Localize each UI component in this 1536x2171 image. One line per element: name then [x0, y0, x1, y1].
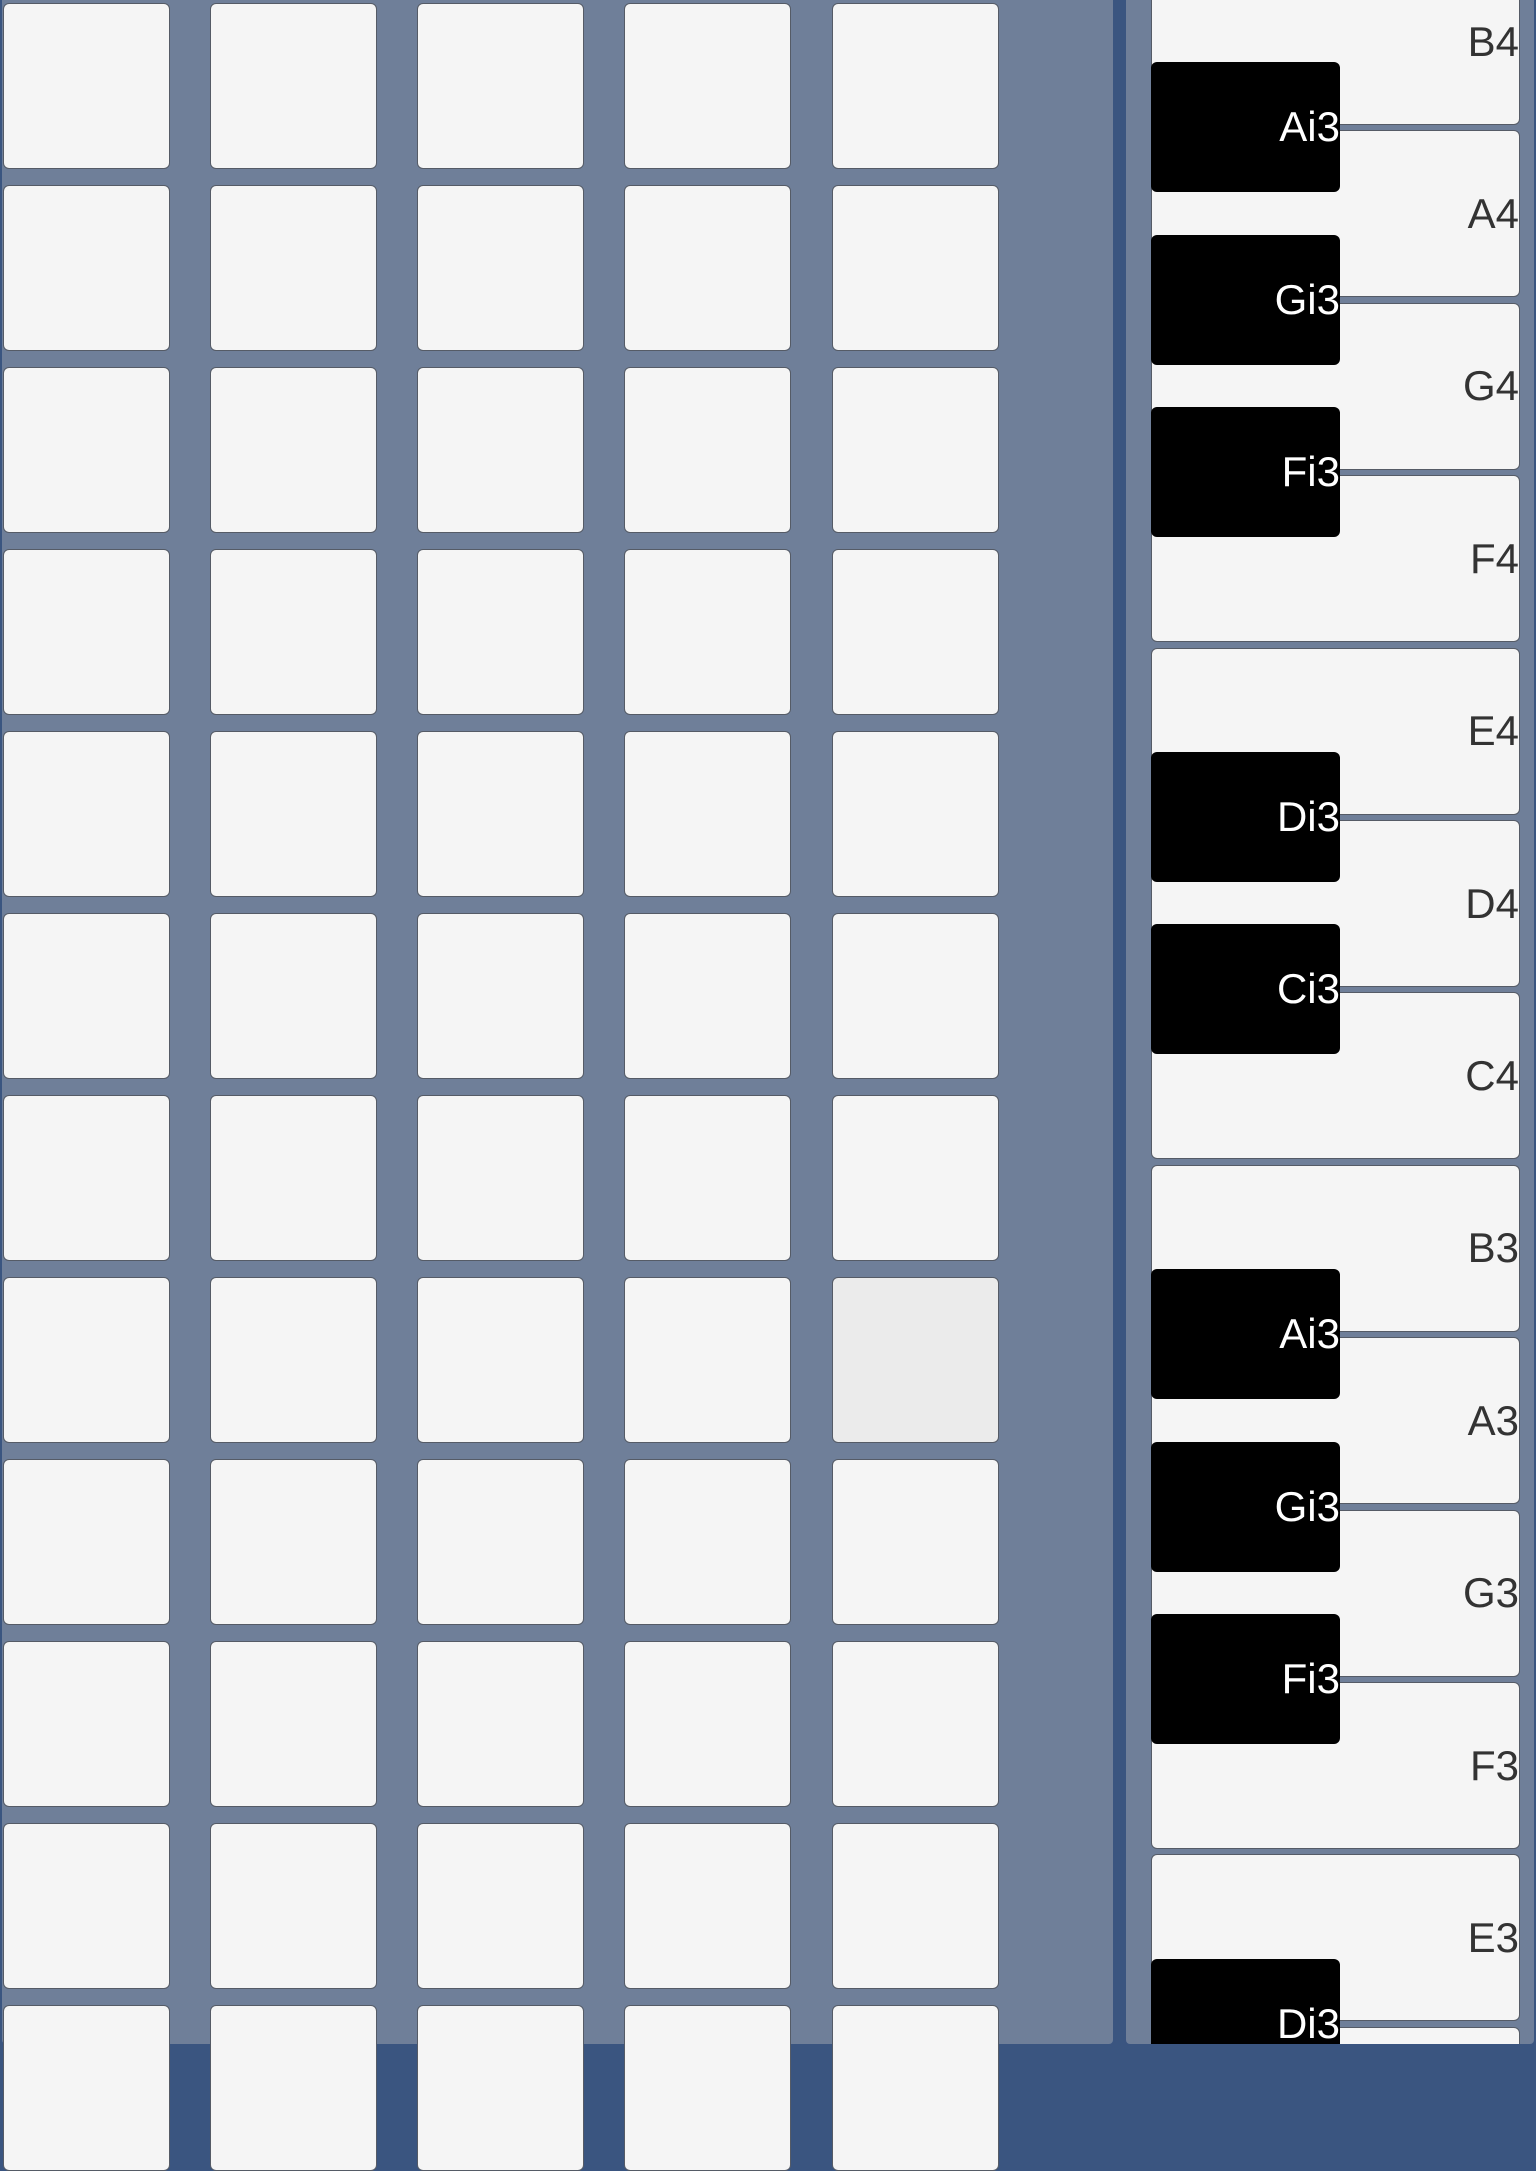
grid-pad[interactable]	[832, 1641, 999, 1807]
white-key-label: F4	[1469, 534, 1519, 582]
grid-pad[interactable]	[624, 1277, 791, 1443]
white-key-label: G4	[1462, 362, 1519, 410]
grid-pad[interactable]	[3, 185, 170, 351]
grid-pad[interactable]	[210, 2005, 377, 2171]
grid-pad[interactable]	[624, 1641, 791, 1807]
black-key[interactable]: Fi3	[1151, 1614, 1340, 1744]
grid-pad[interactable]	[210, 913, 377, 1079]
black-key-label: Gi3	[1274, 1482, 1340, 1530]
black-key-label: Gi3	[1274, 275, 1340, 323]
piano-keyboard-panel: B4A4G4F4E4D4C4B3A3G3F3E3D3Ai3Gi3Fi3Di3Ci…	[1124, 0, 1536, 2046]
grid-pad[interactable]	[417, 1095, 584, 1261]
grid-pad[interactable]	[832, 731, 999, 897]
grid-pad[interactable]	[832, 549, 999, 715]
white-key-label: G3	[1462, 1569, 1519, 1617]
grid-pad[interactable]	[832, 1277, 999, 1443]
grid-pad[interactable]	[417, 1459, 584, 1625]
white-key-label: F3	[1469, 1741, 1519, 1789]
grid-pad[interactable]	[832, 185, 999, 351]
grid-pad[interactable]	[3, 731, 170, 897]
grid-pad[interactable]	[832, 1459, 999, 1625]
black-key-label: Fi3	[1281, 448, 1340, 496]
grid-pad[interactable]	[624, 1095, 791, 1261]
black-key-label: Ai3	[1279, 1310, 1340, 1358]
grid-pad[interactable]	[417, 913, 584, 1079]
grid-pad[interactable]	[624, 1459, 791, 1625]
grid-pad[interactable]	[3, 2005, 170, 2171]
white-key-label: E3	[1467, 1913, 1519, 1961]
black-key[interactable]: Di3	[1151, 1958, 1340, 2046]
grid-pad[interactable]	[210, 185, 377, 351]
grid-pad[interactable]	[3, 1641, 170, 1807]
grid-pad[interactable]	[624, 731, 791, 897]
grid-pad[interactable]	[624, 185, 791, 351]
black-key[interactable]: Ai3	[1151, 62, 1340, 193]
grid-pad[interactable]	[417, 1277, 584, 1443]
white-key-label: B4	[1467, 17, 1519, 65]
grid-pad[interactable]	[624, 367, 791, 533]
grid-pad[interactable]	[832, 3, 999, 169]
grid-pad[interactable]	[210, 367, 377, 533]
grid-pad[interactable]	[3, 3, 170, 169]
grid-pad[interactable]	[210, 1823, 377, 1989]
black-key-label: Di3	[1276, 793, 1340, 840]
grid-pad[interactable]	[624, 913, 791, 1079]
black-key-label: Fi3	[1281, 1655, 1340, 1702]
grid-pad[interactable]	[624, 2005, 791, 2171]
black-key[interactable]: Gi3	[1151, 234, 1340, 365]
grid-pad[interactable]	[3, 549, 170, 715]
grid-pad[interactable]	[417, 1823, 584, 1989]
pad-grid-panel	[0, 0, 1115, 2171]
grid-pad[interactable]	[624, 549, 791, 715]
grid-pad[interactable]	[832, 367, 999, 533]
grid-pad[interactable]	[417, 731, 584, 897]
black-key-label: Ai3	[1279, 103, 1340, 151]
black-key-label: Ci3	[1276, 965, 1340, 1013]
black-key-label: Di3	[1276, 1999, 1340, 2046]
white-key-label: A3	[1467, 1396, 1519, 1444]
grid-pad[interactable]	[417, 3, 584, 169]
grid-pad[interactable]	[3, 1095, 170, 1261]
white-key-label: E4	[1467, 707, 1519, 755]
black-key[interactable]: Ci3	[1151, 924, 1340, 1055]
grid-pad[interactable]	[417, 1641, 584, 1807]
grid-pad[interactable]	[3, 367, 170, 533]
black-key[interactable]: Di3	[1151, 752, 1340, 882]
grid-pad[interactable]	[210, 1095, 377, 1261]
grid-pad[interactable]	[417, 185, 584, 351]
grid-pad[interactable]	[210, 1277, 377, 1443]
grid-pad[interactable]	[417, 367, 584, 533]
grid-pad[interactable]	[3, 913, 170, 1079]
grid-pad[interactable]	[210, 1459, 377, 1625]
white-key-label: B3	[1467, 1224, 1519, 1272]
grid-pad[interactable]	[624, 3, 791, 169]
grid-pad[interactable]	[3, 1459, 170, 1625]
black-key[interactable]: Fi3	[1151, 407, 1340, 538]
grid-pad[interactable]	[210, 3, 377, 169]
grid-pad[interactable]	[832, 2005, 999, 2171]
grid-pad[interactable]	[417, 2005, 584, 2171]
grid-pad[interactable]	[210, 1641, 377, 1807]
black-key[interactable]: Gi3	[1151, 1441, 1340, 1572]
grid-pad[interactable]	[832, 913, 999, 1079]
grid-pad[interactable]	[3, 1277, 170, 1443]
black-key[interactable]: Ai3	[1151, 1269, 1340, 1400]
grid-pad[interactable]	[624, 1823, 791, 1989]
white-key-label: A4	[1467, 189, 1519, 237]
grid-pad[interactable]	[832, 1823, 999, 1989]
grid-pad[interactable]	[210, 731, 377, 897]
grid-pad[interactable]	[832, 1095, 999, 1261]
grid-pad[interactable]	[3, 1823, 170, 1989]
white-key-label: C4	[1465, 1051, 1519, 1099]
grid-pad[interactable]	[210, 549, 377, 715]
white-key-label: D4	[1465, 879, 1519, 927]
grid-pad[interactable]	[417, 549, 584, 715]
